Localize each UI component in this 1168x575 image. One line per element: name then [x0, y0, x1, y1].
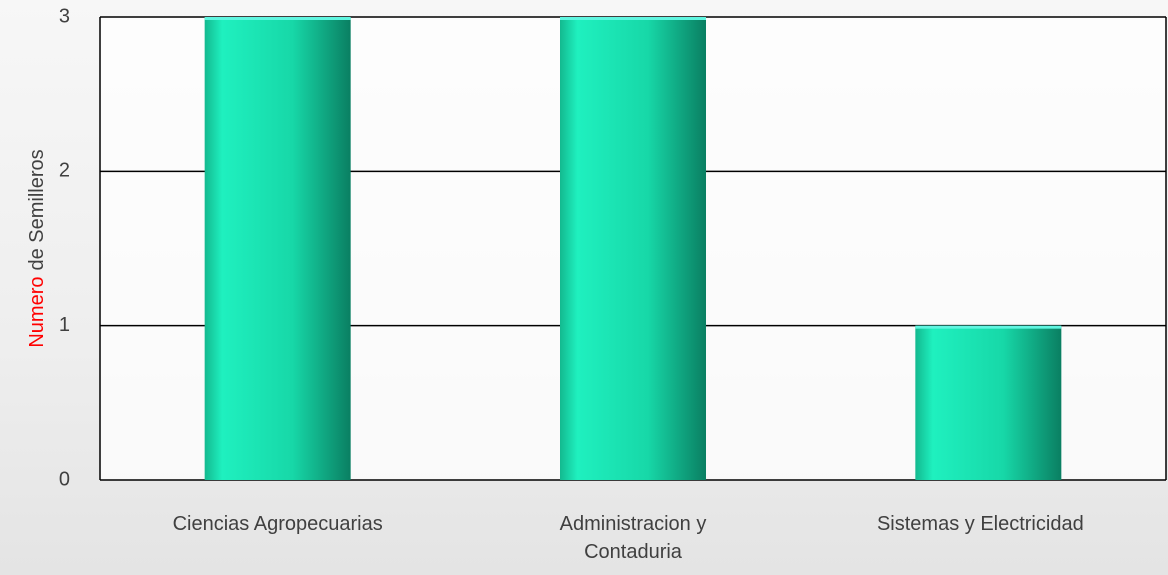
y-axis-label: Numero de Semilleros	[26, 149, 48, 347]
bar-cap	[915, 325, 1062, 329]
y-tick-label: 0	[59, 468, 70, 490]
y-axis-label-part: de Semilleros	[26, 149, 48, 270]
bar-cap	[204, 17, 351, 20]
x-tick-label: Administracion y Contaduria	[559, 513, 707, 563]
y-tick-label: 2	[59, 160, 70, 182]
bar	[560, 17, 706, 480]
bar	[204, 17, 351, 480]
x-tick-label: Ciencias Agropecuarias	[172, 513, 383, 535]
y-tick-label: 3	[59, 5, 70, 27]
bar	[915, 325, 1062, 480]
bar-cap	[560, 17, 706, 20]
y-axis-label-part: Numero	[26, 277, 48, 348]
y-tick-label: 1	[59, 314, 70, 336]
x-tick-label: Sistemas y Electricidad	[876, 513, 1084, 535]
